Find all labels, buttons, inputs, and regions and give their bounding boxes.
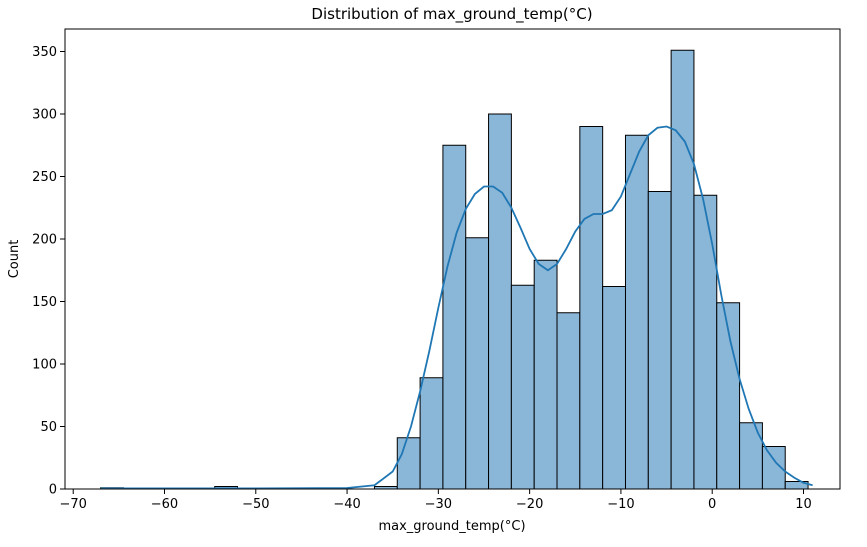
histogram-bar [556,312,581,490]
x-tick-label: 10 [795,497,812,512]
histogram-bar [602,286,626,490]
x-tick-label: −10 [607,497,634,512]
histogram-bar [419,377,444,490]
histogram-bar [488,113,512,490]
y-tick-label: 350 [32,45,57,60]
histogram-bar [465,237,490,490]
kde-curve [100,125,813,490]
x-tick-label: −50 [242,497,269,512]
bars-group [100,49,809,490]
histogram-bar [693,194,718,490]
histogram-bar [396,437,421,490]
y-tick-label: 300 [32,108,57,123]
histogram-bar [579,126,604,490]
plot-area-frame [64,28,841,490]
x-tick-label: −20 [516,497,543,512]
x-tick-label: −70 [59,497,86,512]
y-tick-label: 0 [49,483,57,498]
histogram-bar [739,422,763,490]
x-axis: −70 −60 −50 −40 −30 −20 −10 0 10 [59,489,812,512]
histogram-bar [533,259,558,490]
histogram-bar [624,134,649,490]
y-axis: 0 50 100 150 200 250 300 350 [32,45,65,498]
y-tick-label: 150 [32,295,57,310]
y-tick-label: 250 [32,170,57,185]
y-tick-label: 50 [40,420,57,435]
x-tick-label: 0 [708,497,716,512]
y-tick-label: 100 [32,358,57,373]
y-tick-label: 200 [32,233,57,248]
x-tick-label: −60 [151,497,178,512]
histogram-bar [442,144,467,490]
x-axis-label: max_ground_temp(°C) [378,519,525,534]
histogram-bar [647,191,672,490]
y-axis-label: Count [7,240,22,279]
histogram-bar [510,284,535,490]
x-tick-label: −30 [425,497,452,512]
chart-title: Distribution of max_ground_temp(°C) [311,5,592,24]
histogram-bar [670,49,695,490]
x-tick-label: −40 [333,497,360,512]
